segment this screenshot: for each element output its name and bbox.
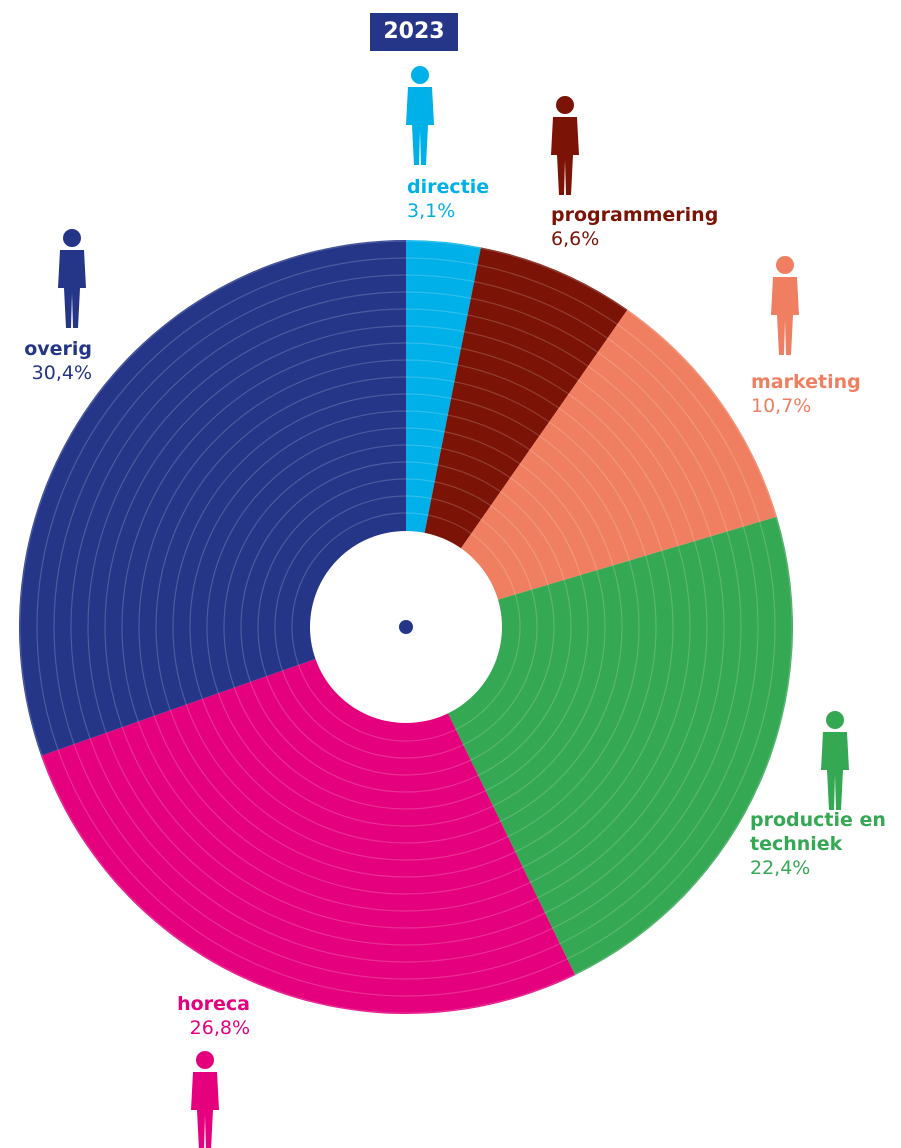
slice [406, 309, 777, 627]
slice [18, 240, 407, 756]
slice [406, 247, 628, 627]
ring [155, 376, 657, 878]
ring [104, 325, 708, 929]
ring [257, 478, 555, 776]
label: productie en techniek 22,4% [750, 808, 900, 880]
icon-body [821, 732, 849, 810]
ring [36, 257, 776, 997]
icon [191, 1051, 219, 1148]
icon-body [58, 250, 86, 328]
label: horeca 26,8% [177, 992, 250, 1040]
category-label: overig [24, 338, 92, 360]
category-label: horeca [177, 993, 250, 1015]
icon-head [556, 96, 574, 114]
value-label: 22,4% [750, 857, 811, 879]
category-label: programmering [551, 204, 719, 226]
value-label: 10,7% [751, 395, 812, 417]
icon-head [776, 256, 794, 274]
ring [189, 410, 623, 844]
ring [172, 393, 640, 861]
label: overig 30,4% [24, 337, 92, 385]
ring [70, 291, 742, 963]
icon [551, 96, 579, 195]
label: marketing 10,7% [751, 370, 861, 418]
value-label: 30,4% [31, 362, 92, 384]
label: programmering 6,6% [551, 203, 718, 251]
icon-head [411, 66, 429, 84]
icon-body [191, 1072, 219, 1148]
ring [206, 427, 606, 827]
icon [406, 66, 434, 165]
category-label: productie en techniek [750, 809, 886, 855]
slice [41, 627, 576, 1014]
category-label: directie [407, 176, 490, 198]
ring [274, 495, 538, 759]
slice [406, 516, 793, 976]
slice [406, 240, 481, 627]
ring [291, 512, 521, 742]
value-label: 3,1% [407, 200, 456, 222]
ring [121, 342, 691, 912]
center-dot [399, 620, 413, 634]
value-label: 26,8% [189, 1017, 250, 1039]
icon-head [63, 229, 81, 247]
category-label: marketing [751, 371, 861, 393]
ring [87, 308, 725, 946]
ring [138, 359, 674, 895]
ring [53, 274, 759, 980]
icon-body [771, 277, 799, 355]
icon-body [551, 117, 579, 195]
ring [19, 240, 793, 1014]
value-label: 6,6% [551, 228, 600, 250]
ring [223, 444, 589, 810]
label: directie 3,1% [407, 175, 489, 223]
icon [821, 711, 849, 810]
icon [58, 229, 86, 328]
chart-title: 2023 [370, 13, 458, 51]
ring [240, 461, 572, 793]
icon-head [196, 1051, 214, 1069]
icon-body [406, 87, 434, 165]
icon-head [826, 711, 844, 729]
icon [771, 256, 799, 355]
